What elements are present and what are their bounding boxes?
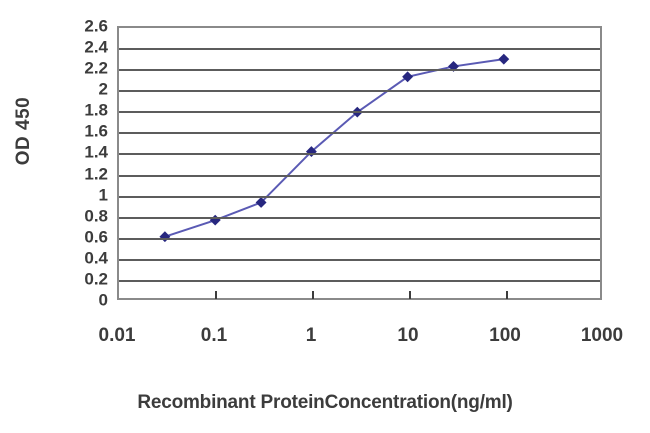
gridline — [119, 237, 600, 240]
y-tick-label: 0 — [98, 290, 108, 310]
x-tick-label: 10 — [397, 325, 419, 346]
gridline — [119, 69, 600, 72]
x-tick-mark — [409, 291, 411, 299]
y-tick-label: 0.8 — [84, 206, 108, 226]
gridline — [119, 153, 600, 156]
y-axis-tick-labels: 2.6 2.4 2.2 2 1.8 1.6 1.4 1.2 1 0.8 0.6 0.4 0.2 0 — [52, 18, 108, 309]
data-point-marker — [448, 61, 459, 72]
gridline — [119, 48, 600, 51]
x-tick-label: 1000 — [580, 325, 624, 346]
y-tick-label: 2.2 — [84, 58, 108, 78]
gridline — [119, 174, 600, 177]
y-tick-label: 1.8 — [84, 100, 108, 120]
x-axis-title: Recombinant ProteinConcentration(ng/ml) — [137, 392, 513, 413]
y-tick-label: 2.4 — [84, 37, 108, 57]
x-tick-mark — [215, 291, 217, 299]
data-point-marker — [498, 53, 510, 65]
x-tick-label: 0.1 — [200, 325, 228, 346]
gridline — [119, 258, 600, 261]
y-tick-label: 0.4 — [84, 248, 108, 268]
y-tick-label: 0.6 — [84, 227, 108, 247]
y-tick-label: 1.6 — [84, 121, 108, 141]
gridline — [119, 279, 600, 282]
gridline — [119, 216, 600, 219]
y-tick-label: 2 — [98, 79, 108, 99]
y-tick-label: 1.2 — [84, 164, 108, 184]
x-axis-tick-labels: 0.01 0.1 1 10 100 1000 — [0, 325, 650, 352]
gridline — [119, 195, 600, 198]
y-tick-label: 2.6 — [84, 16, 108, 36]
data-point-marker — [402, 71, 414, 83]
gridline — [119, 111, 600, 114]
y-axis-title: OD 450 — [13, 96, 34, 166]
x-tick-label: 100 — [489, 325, 521, 346]
series-line — [164, 58, 504, 238]
x-tick-mark — [506, 291, 508, 299]
x-tick-mark — [312, 291, 314, 299]
x-tick-label: 1 — [305, 325, 317, 346]
y-tick-label: 1 — [98, 185, 108, 205]
data-point-marker — [159, 231, 171, 243]
gridline — [119, 132, 600, 135]
x-tick-label: 0.01 — [98, 325, 136, 346]
plot-area — [117, 26, 602, 300]
y-tick-label: 1.4 — [84, 142, 108, 162]
y-tick-label: 0.2 — [84, 269, 108, 289]
gridline — [119, 90, 600, 93]
